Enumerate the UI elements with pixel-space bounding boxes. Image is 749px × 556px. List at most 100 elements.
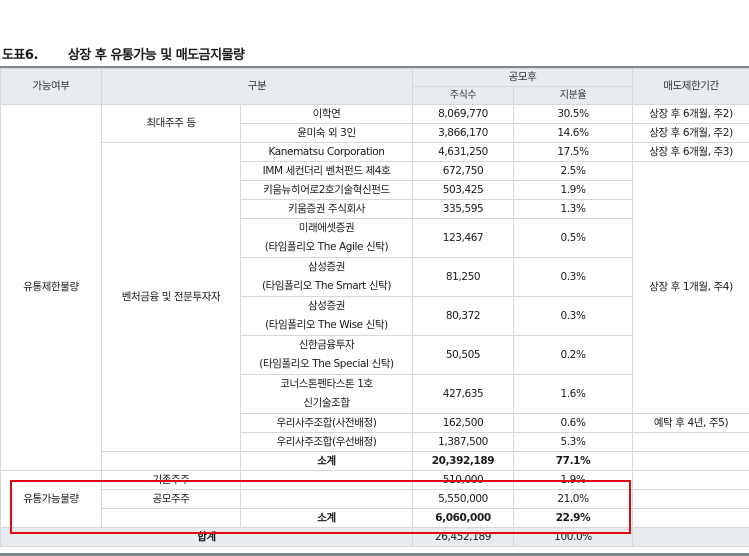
holder-lockup [632,470,749,490]
holder-ratio: 1.6% [513,374,633,414]
holder-shares: 4,631,250 [412,142,514,162]
table-number: 도표6. [2,48,38,63]
holder-name-line2: (타임폴리오 The Agile 신탁) [264,241,389,253]
lockup-table: 가능여부 구분 공모후 매도제한기간 주식수 지분율 유통제한물량 최대주주 등… [0,68,749,547]
table-row: IMM 세컨더리 벤처펀드 제4호 672,750 2.5% 상장 후 1개월,… [1,161,749,414]
holder-ratio: 1.9% [513,180,633,200]
subtotal-lockup [632,451,749,471]
holder-ratio: 1.3% [513,199,633,219]
vc-lockup: 상장 후 1개월, 주4) [632,161,749,414]
holder-name: Kanematsu Corporation [240,142,413,162]
holder-lockup [632,432,749,452]
table-title-text: 상장 후 유통가능 및 매도금지물량 [67,48,245,63]
holder-name: IMM 세컨더리 벤처펀드 제4호 [240,161,413,181]
holder-name: 우리사주조합(우선배정) [240,432,413,452]
major-shareholder-group: 최대주주 등 [101,104,241,143]
header-shares: 주식수 [412,86,514,105]
holder-name-line2: (타임폴리오 The Smart 신탁) [261,280,392,292]
holder-shares: 123,467 [412,218,514,258]
holder-shares: 162,500 [412,413,514,433]
table-title: 도표6. 상장 후 유통가능 및 매도금지물량 [2,44,245,66]
holder-lockup: 상장 후 6개월, 주2) [632,123,749,143]
holder-ratio: 21.0% [513,489,633,509]
holder-name: 미래에셋증권 (타임폴리오 The Agile 신탁) [240,218,413,258]
total-row: 합계 26,452,189 100.0% [0,527,749,547]
table-row: 유통제한물량 최대주주 등 이학연 8,069,770 30.5% 상장 후 6… [0,104,749,471]
holder-shares: 503,425 [412,180,514,200]
total-label: 합계 [0,527,413,547]
header-ipo: 공모후 [412,68,633,87]
top-rule [0,66,749,68]
holder-shares: 5,550,000 [412,489,514,509]
subtotal-label: 소계 [240,508,413,528]
holder-name: 삼성증권 (타임폴리오 The Smart 신탁) [240,257,413,297]
table-row: 삼성증권 (타임폴리오 The Wise 신탁) 80,372 0.3% [1,296,749,336]
subtotal-shares: 20,392,189 [412,451,514,471]
holder-detail [240,470,413,490]
table-row: 삼성증권 (타임폴리오 The Smart 신탁) 81,250 0.3% [1,257,749,297]
subtotal-spacer [101,451,241,471]
subtotal-label: 소계 [240,451,413,471]
holder-ratio: 0.3% [513,296,633,336]
table-row: 코너스톤펜타스톤 1호 신기술조합 427,635 1.6% [1,374,749,414]
holder-name: 공모주주 [101,489,241,509]
holder-name-line1: 신한금융투자 [298,339,355,351]
holder-shares: 3,866,170 [412,123,514,143]
bottom-rule [0,553,749,556]
holder-name-line1: 삼성증권 [307,300,346,312]
table-row: 우리사주조합(우선배정) 1,387,500 5.3% [1,432,749,452]
holder-ratio: 30.5% [513,104,633,124]
total-ratio: 100.0% [513,527,633,547]
header-category: 가능여부 [0,68,102,105]
subtotal-shares: 6,060,000 [412,508,514,528]
holder-shares: 8,069,770 [412,104,514,124]
holder-shares: 672,750 [412,161,514,181]
holder-name: 코너스톤펜타스톤 1호 신기술조합 [240,374,413,414]
holder-name-line1: 미래에셋증권 [298,222,355,234]
table-row: 키움뉴히어로2호기술혁신펀드 503,425 1.9% [1,180,749,200]
holder-name: 키움뉴히어로2호기술혁신펀드 [240,180,413,200]
holder-shares: 50,505 [412,335,514,375]
holder-name-line1: 코너스톤펜타스톤 1호 [280,378,373,390]
holder-ratio: 0.2% [513,335,633,375]
holder-shares: 80,372 [412,296,514,336]
subtotal-lockup [632,508,749,528]
holder-ratio: 1.9% [513,470,633,490]
holder-ratio: 14.6% [513,123,633,143]
subtotal-ratio: 77.1% [513,451,633,471]
tradable-label: 유통가능물량 [0,470,102,528]
holder-name: 삼성증권 (타임폴리오 The Wise 신탁) [240,296,413,336]
table-row: 우리사주조합(사전배정) 162,500 0.6% 예탁 후 4년, 주5) [1,413,749,433]
table-row: 미래에셋증권 (타임폴리오 The Agile 신탁) 123,467 0.5% [1,218,749,258]
table-row: 키움증권 주식회사 335,595 1.3% [1,199,749,219]
table-row: 신한금융투자 (타임폴리오 The Special 신탁) 50,505 0.2% [1,335,749,375]
holder-shares: 427,635 [412,374,514,414]
header-ratio: 지분율 [513,86,633,105]
subtotal-spacer [101,508,241,528]
holder-shares: 1,387,500 [412,432,514,452]
holder-name: 우리사주조합(사전배정) [240,413,413,433]
holder-ratio: 17.5% [513,142,633,162]
holder-ratio: 0.6% [513,413,633,433]
vc-group: 벤처금융 및 전문투자자 [101,142,241,452]
holder-ratio: 2.5% [513,161,633,181]
header-group: 구분 [101,68,413,105]
holder-lockup: 상장 후 6개월, 주2) [632,104,749,124]
restricted-label: 유통제한물량 [0,104,102,471]
tradable-subtotal-row: 소계 6,060,000 22.9% [1,508,749,528]
table-row: 벤처금융 및 전문투자자 Kanematsu Corporation 4,631… [1,142,749,452]
holder-name: 기존주주 [101,470,241,490]
table-row: 공모주주 5,550,000 21.0% [1,489,749,509]
holder-name-line2: (타임폴리오 The Special 신탁) [259,358,394,370]
holder-name-line1: 삼성증권 [307,261,346,273]
holder-name: 키움증권 주식회사 [240,199,413,219]
holder-name: 윤미숙 외 3인 [240,123,413,143]
holder-shares: 510,000 [412,470,514,490]
holder-lockup: 예탁 후 4년, 주5) [632,413,749,433]
holder-name: 이학연 [240,104,413,124]
total-lockup [632,527,749,547]
holder-detail [240,489,413,509]
holder-name: 신한금융투자 (타임폴리오 The Special 신탁) [240,335,413,375]
holder-name-line2: (타임폴리오 The Wise 신탁) [265,319,388,331]
holder-lockup [632,489,749,509]
